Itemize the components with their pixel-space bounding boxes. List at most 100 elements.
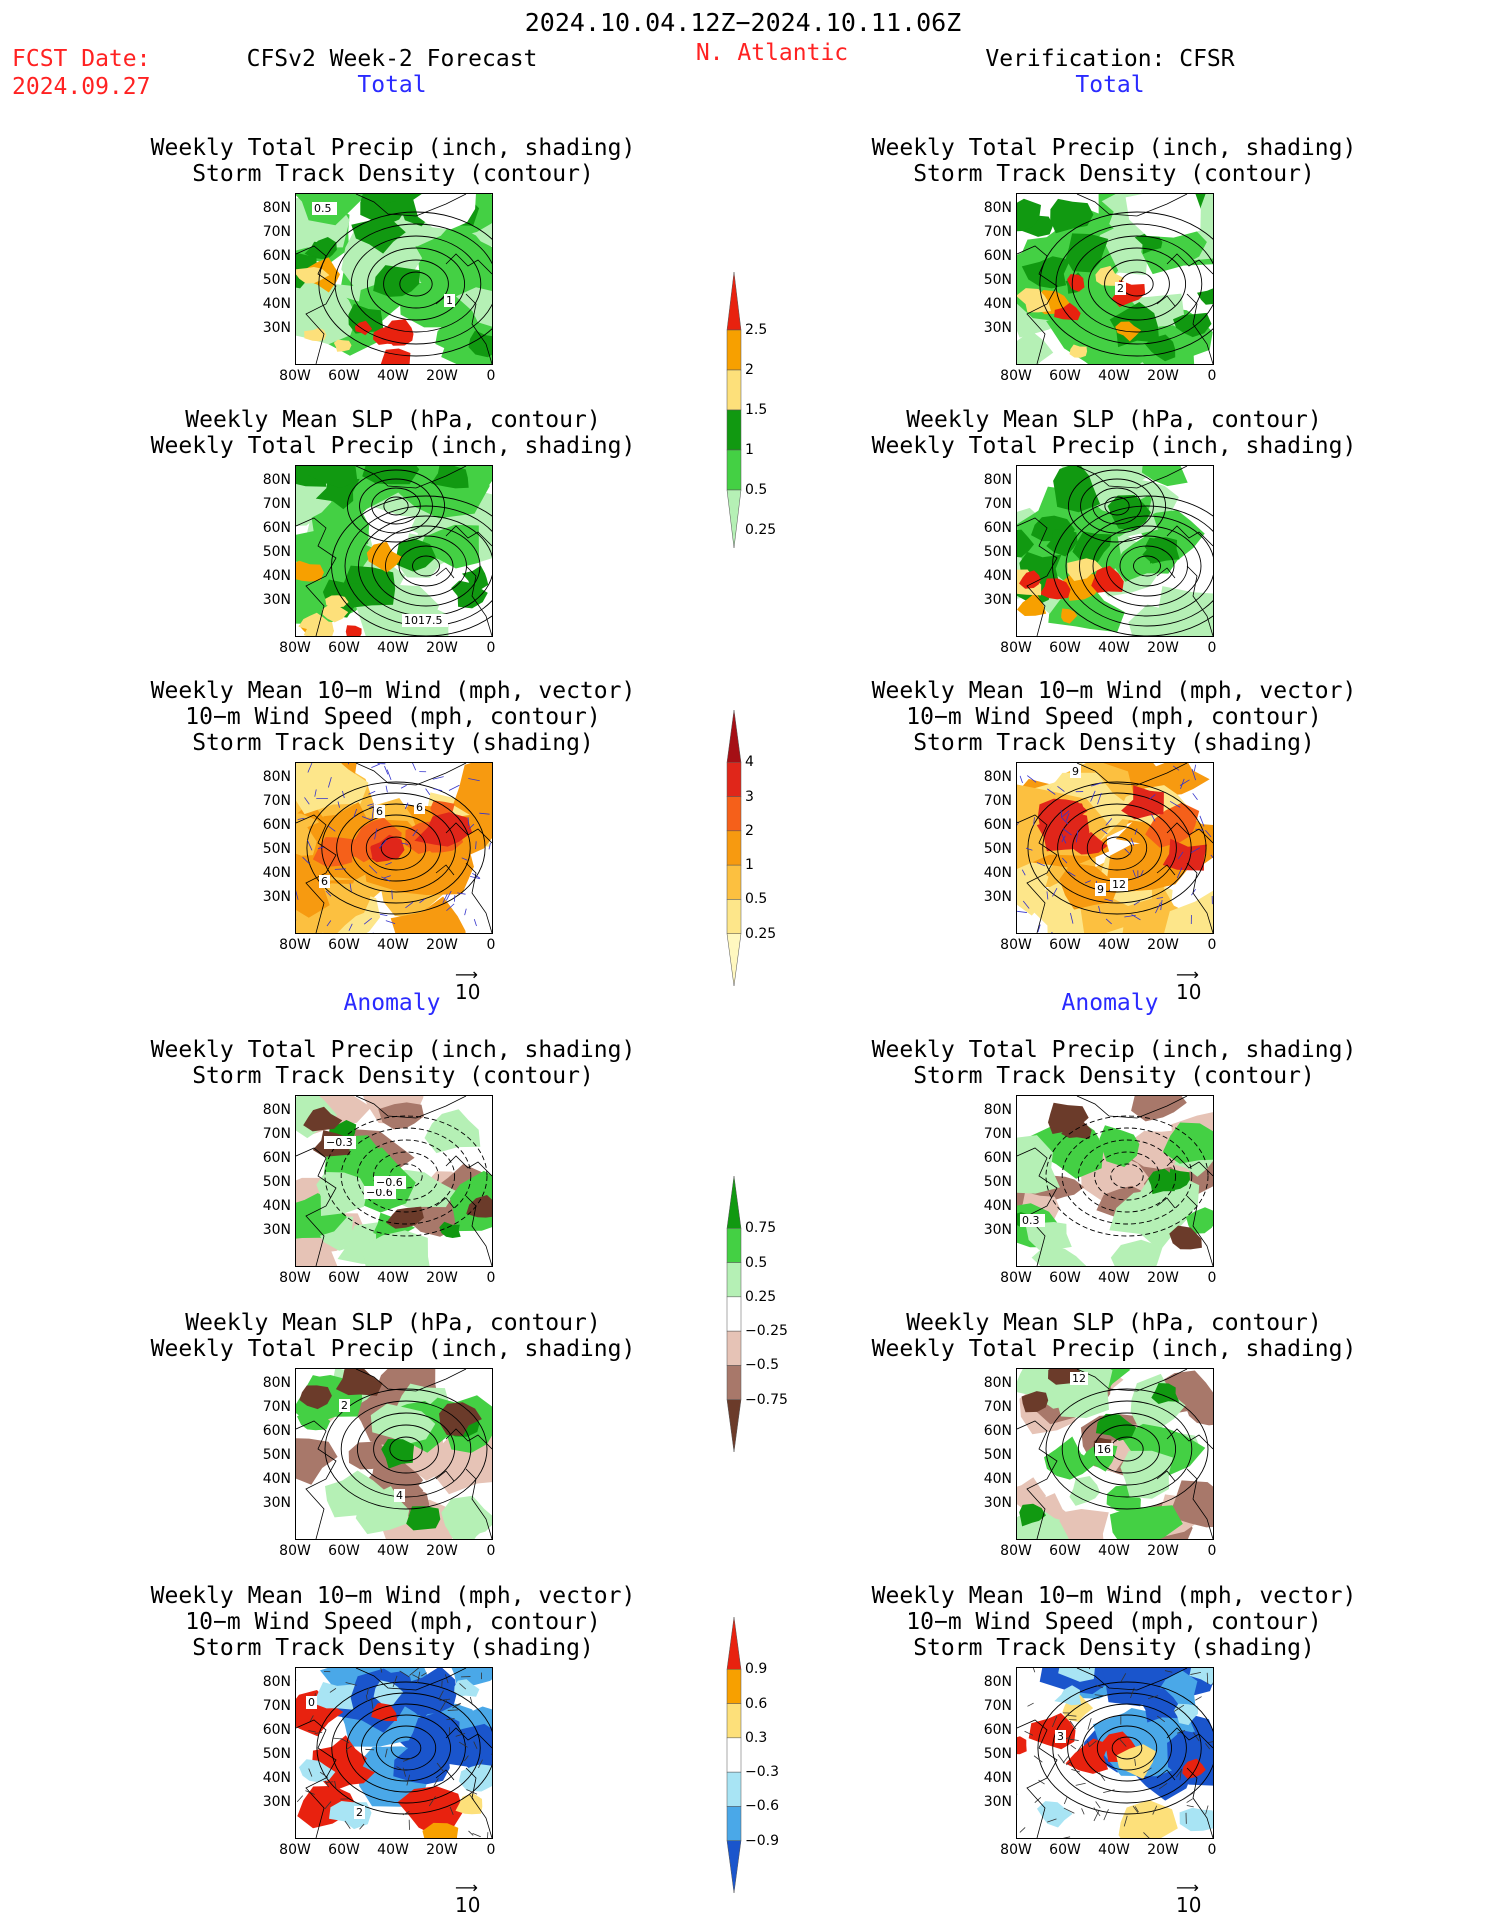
- wind-vector: [1027, 1702, 1034, 1707]
- wind-vector: [1152, 1805, 1158, 1815]
- arrow-right-icon: ⟶: [1176, 1878, 1199, 1897]
- storm-contour: [1039, 211, 1213, 357]
- wind-vector: [1118, 1737, 1127, 1747]
- slp-contour: [1079, 515, 1213, 617]
- panel-title: Weekly Mean SLP (hPa, contour) Weekly Tot…: [151, 407, 636, 459]
- precip-shade: [296, 560, 324, 582]
- wind-vector: [425, 788, 431, 795]
- wind-vector: [1173, 1704, 1185, 1712]
- vector-reference: ⟶ 10: [455, 967, 480, 1005]
- wind-vector: [1071, 1768, 1081, 1773]
- colorbar-segment: [726, 1737, 742, 1773]
- coastline: [1017, 245, 1058, 364]
- wind-vector: [326, 920, 332, 927]
- anom-shade: [406, 1506, 441, 1531]
- colorbar-segment: [726, 1330, 742, 1366]
- wind-vector: [1190, 1672, 1202, 1675]
- coastline: [1017, 1420, 1058, 1539]
- coastline: [355, 466, 467, 489]
- wind-vector: [1155, 902, 1161, 914]
- anom-shade: [439, 1221, 461, 1238]
- wind-vector: [1075, 830, 1079, 843]
- anom-shade: [370, 1403, 436, 1445]
- map-canvas: 42: [296, 1369, 492, 1539]
- lat-tick-label: 70N: [262, 793, 291, 809]
- wind-vector: [334, 1780, 337, 1788]
- coastline: [1166, 1155, 1213, 1177]
- section-anomaly-right: Anomaly: [1061, 990, 1159, 1016]
- lat-tick-label: 50N: [262, 272, 291, 288]
- wind-contour: [351, 814, 441, 882]
- storm-shade: [1164, 890, 1213, 933]
- lat-tick-label: 60N: [983, 1722, 1012, 1738]
- panel-title-line: 10−m Wind Speed (mph, contour): [906, 704, 1322, 730]
- wind-vector: [1205, 830, 1212, 838]
- anom-shade: [1162, 1122, 1213, 1164]
- wind-contour: [336, 803, 456, 893]
- wind-vector: [1120, 1673, 1127, 1682]
- lat-tick-label: 40N: [983, 1770, 1012, 1786]
- wind-vector: [1140, 870, 1144, 877]
- slp-contour: [1065, 505, 1213, 627]
- slp-contour: [1080, 478, 1154, 534]
- lon-tick-label: 20W: [426, 1842, 458, 1858]
- slp-contour: [1104, 496, 1130, 516]
- colorbar-segment: [726, 830, 742, 866]
- precip-shade: [1067, 274, 1085, 292]
- anom-contour: [1061, 1400, 1193, 1498]
- colorbar-segment: [726, 1806, 742, 1841]
- anom-contour: [324, 1115, 488, 1237]
- wind-vector: [337, 801, 340, 808]
- wind-vector: [467, 817, 470, 826]
- lon-tick-label: 20W: [1147, 937, 1179, 953]
- coastline: [445, 1727, 492, 1749]
- coastline: [355, 763, 467, 786]
- storm-shade: [453, 763, 492, 831]
- vector-reference-value: 10: [1176, 1893, 1202, 1917]
- wind-vector: [439, 1698, 451, 1701]
- wind-vector: [401, 842, 409, 845]
- map-panel: 3: [1016, 1667, 1214, 1839]
- wind-vector: [1068, 871, 1076, 877]
- storm-anom-shade: [371, 1701, 397, 1722]
- lat-tick-label: 30N: [983, 1495, 1012, 1511]
- wind-vector: [412, 829, 418, 837]
- colorbar-segment: [726, 449, 742, 491]
- storm-shade: [390, 896, 466, 933]
- wind-vector: [296, 1795, 304, 1803]
- wind-contour: [331, 1692, 481, 1804]
- wind-vector: [468, 778, 480, 782]
- lat-tick-label: 40N: [983, 1471, 1012, 1487]
- anom-shade: [1048, 1102, 1089, 1134]
- anom-shade: [1120, 1423, 1206, 1476]
- wind-vector: [378, 839, 387, 849]
- precip-shade: [1067, 558, 1103, 581]
- panel-title: Weekly Mean SLP (hPa, contour) Weekly Tot…: [872, 1310, 1357, 1362]
- wind-vector: [1149, 794, 1156, 800]
- contour-label: 16: [1097, 1443, 1111, 1456]
- precip-shade: [455, 287, 492, 327]
- wind-vector: [327, 777, 332, 788]
- wind-vector: [1095, 1801, 1101, 1809]
- colorbar-label: 0.9: [745, 1661, 768, 1678]
- lon-tick-label: 60W: [1049, 368, 1081, 384]
- precip-shade: [1017, 330, 1054, 364]
- wind-vector: [1019, 775, 1023, 784]
- lat-tick-label: 30N: [983, 1222, 1012, 1238]
- vector-reference: ⟶ 10: [455, 1880, 480, 1918]
- lat-tick-label: 70N: [983, 224, 1012, 240]
- anom-contour: [356, 1139, 456, 1213]
- wind-vector: [374, 828, 378, 840]
- precip-shade: [1050, 198, 1094, 234]
- wind-vector: [361, 816, 372, 821]
- wind-contour: [1057, 803, 1177, 893]
- coastline: [1186, 565, 1213, 636]
- lat-tick-label: 60N: [983, 248, 1012, 264]
- lat-tick-label: 80N: [983, 200, 1012, 216]
- lon-tick-label: 60W: [1049, 640, 1081, 656]
- storm-anom-shade: [1118, 1800, 1178, 1838]
- wind-contour: [1052, 1692, 1202, 1804]
- wind-vector: [314, 1731, 323, 1734]
- wind-vector: [1057, 786, 1065, 792]
- storm-shade: [414, 812, 472, 847]
